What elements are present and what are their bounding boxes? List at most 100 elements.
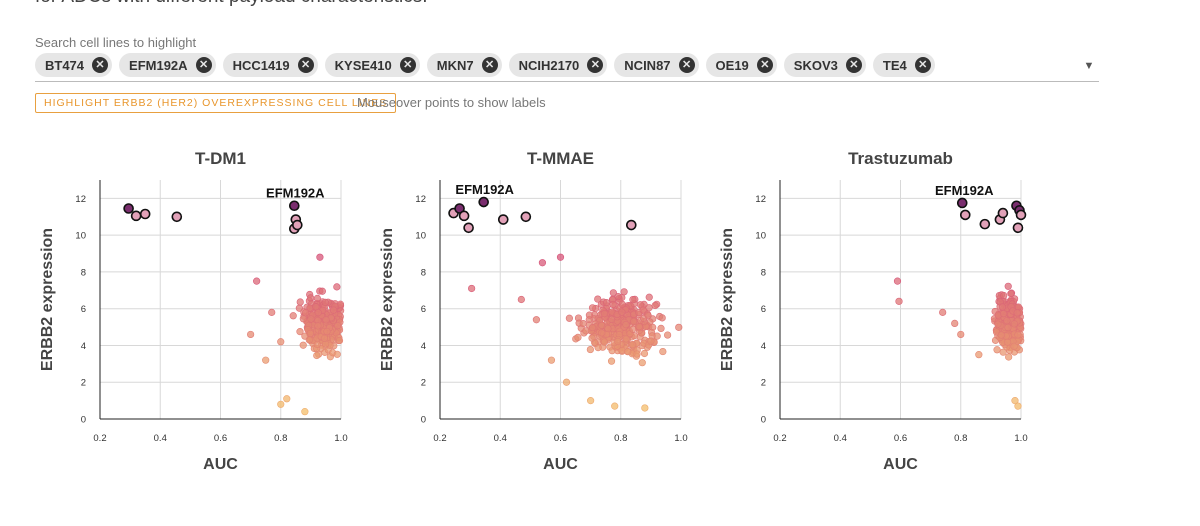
data-point[interactable] (644, 311, 652, 320)
data-point[interactable] (951, 319, 959, 327)
data-point[interactable] (277, 400, 285, 408)
data-point[interactable] (611, 402, 619, 410)
data-point[interactable] (1004, 282, 1012, 290)
data-point[interactable] (630, 318, 638, 326)
data-point[interactable] (600, 338, 609, 346)
data-point[interactable] (296, 328, 304, 336)
highlighted-point[interactable] (289, 200, 300, 212)
data-point[interactable] (653, 332, 661, 340)
data-point[interactable] (565, 314, 573, 322)
highlighted-point[interactable] (139, 208, 151, 220)
data-point[interactable] (895, 297, 903, 305)
data-point[interactable] (517, 295, 525, 304)
data-point[interactable] (320, 334, 329, 343)
close-icon[interactable]: ✕ (297, 57, 314, 73)
data-point[interactable] (587, 397, 595, 405)
data-point[interactable] (638, 359, 646, 367)
data-point[interactable] (629, 325, 637, 333)
highlighted-point[interactable] (458, 210, 470, 222)
data-point[interactable] (318, 287, 326, 295)
data-point[interactable] (594, 344, 602, 352)
highlighted-point[interactable] (454, 203, 465, 214)
highlighted-point[interactable] (463, 222, 474, 234)
highlighted-point[interactable] (130, 210, 142, 222)
data-point[interactable] (313, 340, 321, 349)
highlighted-point[interactable] (997, 207, 1009, 219)
chip-oe19[interactable]: OE19 ✕ (705, 53, 777, 77)
close-icon[interactable]: ✕ (845, 57, 862, 73)
highlighted-point[interactable] (625, 219, 637, 231)
close-icon[interactable]: ✕ (399, 57, 416, 73)
data-point[interactable] (316, 253, 324, 261)
data-point[interactable] (585, 311, 594, 319)
data-point[interactable] (620, 288, 628, 296)
chevron-down-icon[interactable]: ▼ (1083, 60, 1095, 72)
close-icon[interactable]: ✕ (481, 57, 498, 73)
highlighted-point[interactable] (1015, 209, 1027, 221)
data-point[interactable] (329, 306, 338, 314)
data-point[interactable] (1014, 402, 1022, 410)
data-point[interactable] (1004, 338, 1012, 346)
data-point[interactable] (314, 322, 322, 330)
data-point[interactable] (301, 309, 310, 317)
data-point[interactable] (307, 315, 315, 323)
data-point[interactable] (1004, 323, 1012, 332)
close-icon[interactable]: ✕ (587, 57, 604, 73)
highlight-erbb2-button[interactable]: HIGHLIGHT ERBB2 (HER2) OVEREXPRESSING CE… (35, 93, 397, 113)
close-icon[interactable]: ✕ (756, 57, 773, 73)
data-point[interactable] (335, 336, 344, 345)
highlighted-point[interactable] (123, 203, 134, 214)
highlighted-point[interactable] (497, 214, 509, 225)
chip-ncin87[interactable]: NCIN87 ✕ (614, 53, 699, 77)
highlighted-point[interactable] (959, 209, 971, 221)
data-point[interactable] (893, 277, 902, 285)
data-point[interactable] (538, 259, 547, 267)
data-point[interactable] (253, 277, 261, 285)
chip-mkn7[interactable]: MKN7 ✕ (426, 53, 502, 77)
data-point[interactable] (547, 356, 556, 364)
data-point[interactable] (579, 319, 587, 328)
highlighted-point[interactable] (292, 219, 303, 231)
highlighted-point[interactable] (956, 197, 968, 209)
chip-hcc1419[interactable]: HCC1419 ✕ (222, 53, 318, 77)
data-point[interactable] (594, 295, 602, 303)
data-point[interactable] (622, 335, 630, 343)
data-point[interactable] (307, 294, 315, 302)
chip-kyse410[interactable]: KYSE410 ✕ (324, 53, 420, 77)
data-point[interactable] (618, 308, 626, 316)
data-point[interactable] (588, 334, 596, 342)
data-point[interactable] (997, 331, 1005, 339)
chip-efm192a[interactable]: EFM192A ✕ (119, 53, 216, 77)
data-point[interactable] (268, 308, 276, 316)
data-point[interactable] (313, 294, 321, 302)
data-point[interactable] (1003, 317, 1011, 325)
data-point[interactable] (468, 284, 476, 293)
data-point[interactable] (622, 320, 630, 329)
data-point[interactable] (633, 350, 641, 358)
highlighted-point[interactable] (1012, 222, 1024, 234)
data-point[interactable] (334, 322, 342, 330)
data-point[interactable] (556, 253, 565, 261)
data-point[interactable] (645, 304, 653, 312)
data-point[interactable] (675, 323, 683, 331)
data-point[interactable] (657, 324, 665, 333)
data-point[interactable] (635, 323, 643, 331)
data-point[interactable] (1014, 331, 1022, 339)
data-point[interactable] (289, 312, 297, 320)
highlighted-point[interactable] (520, 211, 532, 223)
data-point[interactable] (994, 320, 1002, 328)
chip-ncih2170[interactable]: NCIH2170 ✕ (508, 53, 608, 77)
data-point[interactable] (1010, 342, 1018, 350)
data-point[interactable] (262, 356, 270, 364)
data-point[interactable] (574, 333, 582, 341)
data-point[interactable] (658, 314, 666, 322)
data-point[interactable] (957, 330, 965, 339)
data-point[interactable] (600, 309, 608, 318)
data-point[interactable] (333, 350, 341, 358)
data-point[interactable] (301, 408, 309, 416)
data-point[interactable] (314, 309, 322, 317)
data-point[interactable] (321, 298, 329, 306)
data-point[interactable] (647, 337, 655, 345)
data-point[interactable] (299, 315, 307, 323)
data-point[interactable] (283, 395, 291, 403)
